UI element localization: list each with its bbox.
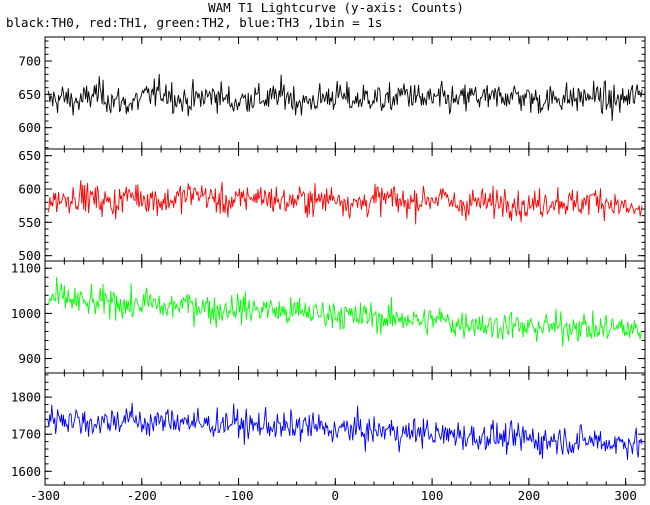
y-tick-label: 1700 (11, 427, 41, 442)
panel-frame (44, 36, 646, 150)
x-tick-label: 100 (421, 488, 444, 503)
panel-th3: 1600 1700 1800 (11, 372, 646, 486)
y-tick-label: 1000 (11, 306, 41, 321)
x-tick-label: -300 (30, 488, 60, 503)
series-line-th0 (47, 73, 643, 121)
y-tick-label: 900 (18, 351, 41, 366)
panels: 600 650 700 500 550 600 650 900 1000 1100 1600 1700… (11, 36, 646, 486)
x-tick-label: -200 (127, 488, 157, 503)
panel-frame (44, 372, 646, 486)
panel-th2: 900 1000 1100 (11, 260, 646, 374)
series-line-th2 (47, 277, 643, 347)
x-tick-label: 200 (518, 488, 541, 503)
y-tick-label: 500 (18, 248, 41, 263)
y-tick-label: 1800 (11, 390, 41, 405)
x-axis: -300 -200 -100 0 100 200 300 (30, 488, 637, 503)
y-tick-label: 650 (18, 87, 41, 102)
y-tick-label: 700 (18, 54, 41, 69)
x-tick-label: -100 (223, 488, 253, 503)
chart-subtitle: black:TH0, red:TH1, green:TH2, blue:TH3 … (6, 15, 382, 30)
series-line-th1 (47, 180, 643, 225)
y-tick-label: 600 (18, 182, 41, 197)
panel-frame (44, 260, 646, 374)
panel-th1: 500 550 600 650 (18, 148, 646, 263)
series-line-th3 (47, 402, 643, 460)
x-tick-label: 300 (614, 488, 637, 503)
y-tick-label: 550 (18, 215, 41, 230)
y-tick-label: 650 (18, 148, 41, 163)
panel-th0: 600 650 700 (18, 36, 646, 150)
y-tick-label: 1100 (11, 261, 41, 276)
y-tick-label: 1600 (11, 464, 41, 479)
x-tick-label: 0 (332, 488, 340, 503)
y-tick-label: 600 (18, 120, 41, 135)
chart-title: WAM T1 Lightcurve (y-axis: Counts) (208, 0, 464, 15)
